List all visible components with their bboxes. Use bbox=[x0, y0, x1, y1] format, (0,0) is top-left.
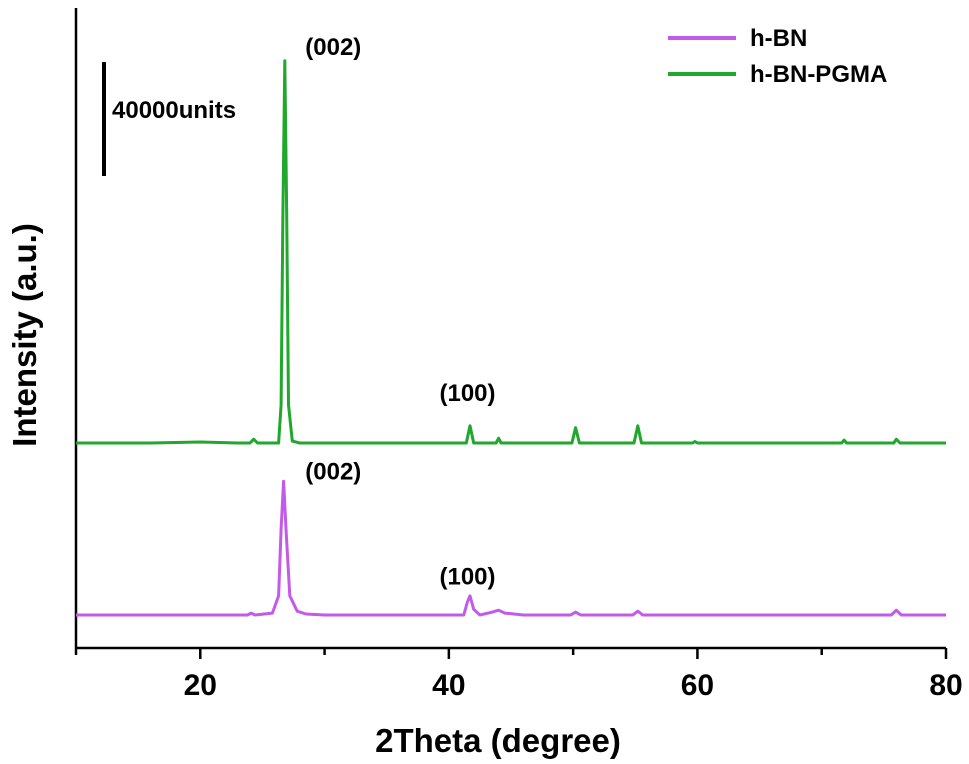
x-axis-title: 2Theta (degree) bbox=[375, 722, 621, 759]
legend-label: h-BN bbox=[750, 25, 807, 52]
x-tick-label: 20 bbox=[184, 669, 217, 702]
plot-area bbox=[74, 8, 946, 650]
series-line-h-bn bbox=[76, 479, 946, 617]
x-ticks: 20 40 60 80 bbox=[74, 648, 963, 702]
legend-label: h-BN-PGMA bbox=[750, 61, 887, 88]
y-axis-title: Intensity (a.u.) bbox=[6, 223, 43, 447]
series-layer bbox=[76, 59, 946, 617]
x-tick-label: 80 bbox=[929, 669, 962, 702]
legend: h-BN h-BN-PGMA bbox=[668, 25, 887, 88]
scale-bar-label: 40000units bbox=[112, 97, 236, 124]
x-tick-label: 40 bbox=[432, 669, 465, 702]
annotation-layer: (002) (100) (002) (100) bbox=[305, 34, 495, 590]
peak-annotation: (100) bbox=[439, 563, 495, 590]
series-line-h-bn-pgma bbox=[76, 59, 946, 445]
peak-annotation: (100) bbox=[439, 380, 495, 407]
peak-annotation: (002) bbox=[305, 458, 361, 485]
x-tick-label: 60 bbox=[681, 669, 714, 702]
peak-annotation: (002) bbox=[305, 34, 361, 61]
scale-bar: 40000units bbox=[102, 62, 236, 176]
